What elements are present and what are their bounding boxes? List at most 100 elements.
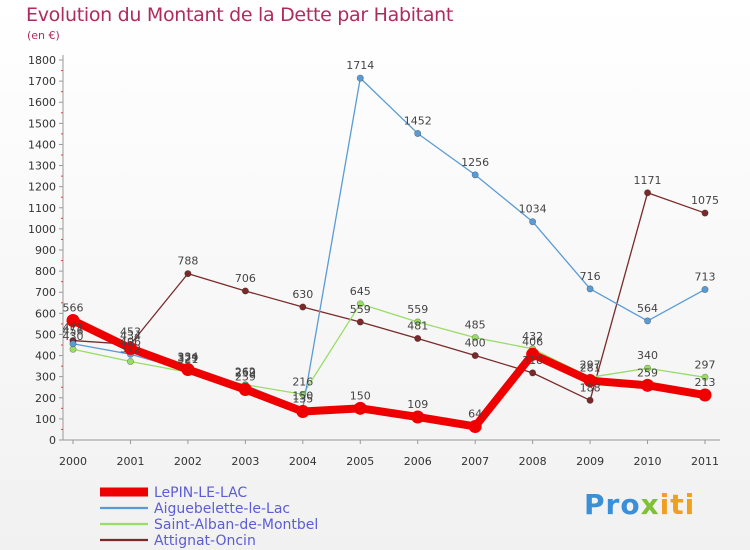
y-tick-label: 200 <box>35 392 56 405</box>
data-label: 434 <box>120 329 141 342</box>
data-point <box>414 318 422 326</box>
y-tick-label: 1100 <box>28 202 56 215</box>
x-tick-label: 2008 <box>519 455 547 468</box>
y-tick-label: 300 <box>35 371 56 384</box>
y-tick-label: 1500 <box>28 117 56 130</box>
legend-label: Attignat-Oncin <box>154 533 256 549</box>
data-label: 788 <box>177 255 198 268</box>
data-point <box>356 300 364 308</box>
logo-part-iti: iti <box>659 488 696 521</box>
x-tick-label: 2006 <box>404 455 432 468</box>
data-point <box>471 171 479 179</box>
logo-part-x: x <box>640 488 660 521</box>
data-point <box>241 287 249 295</box>
data-point <box>356 74 364 82</box>
data-point <box>468 419 482 433</box>
data-point <box>414 129 422 137</box>
data-label: 630 <box>292 288 313 301</box>
data-label: 262 <box>235 366 256 379</box>
data-label: 213 <box>695 376 716 389</box>
x-tick-label: 2007 <box>461 455 489 468</box>
data-point <box>414 334 422 342</box>
data-label: 559 <box>407 303 428 316</box>
data-point <box>238 383 252 397</box>
data-point <box>184 270 192 278</box>
data-point <box>586 396 594 404</box>
y-tick-label: 400 <box>35 350 56 363</box>
x-tick-label: 2011 <box>691 455 719 468</box>
y-tick-label: 1600 <box>28 96 56 109</box>
data-label: 329 <box>177 352 198 365</box>
y-tick-label: 1000 <box>28 223 56 236</box>
legend-label: Aiguebelette-le-Lac <box>154 501 290 517</box>
logo-part-pro: Pro <box>584 488 641 521</box>
data-point <box>123 341 137 355</box>
data-label: 216 <box>292 375 313 388</box>
data-label: 188 <box>580 381 601 394</box>
data-label: 645 <box>350 285 371 298</box>
y-tick-label: 1400 <box>28 138 56 151</box>
data-point <box>698 388 712 402</box>
data-point <box>66 314 80 328</box>
data-point <box>181 362 195 376</box>
y-tick-label: 700 <box>35 286 56 299</box>
data-point <box>529 218 537 226</box>
series-line <box>72 303 706 396</box>
data-point <box>526 347 540 361</box>
y-tick-label: 900 <box>35 244 56 257</box>
data-point <box>641 378 655 392</box>
data-label: 1256 <box>461 156 489 169</box>
data-label: 135 <box>292 393 313 406</box>
y-tick-label: 600 <box>35 307 56 320</box>
data-label: 150 <box>350 389 371 402</box>
y-tick-label: 1800 <box>28 54 56 67</box>
data-label: 321 <box>177 353 198 366</box>
data-label: 281 <box>580 362 601 375</box>
data-label: 471 <box>63 322 84 335</box>
data-point <box>296 405 310 418</box>
data-point <box>583 374 597 388</box>
legend: LePIN-LE-LACAiguebelette-le-LacSaint-Alb… <box>100 485 318 549</box>
data-label: 430 <box>63 330 84 343</box>
data-label: 1034 <box>519 203 547 216</box>
data-label: 64 <box>468 407 482 420</box>
data-point <box>529 369 537 377</box>
data-label: 1171 <box>634 174 662 187</box>
data-label: 406 <box>522 335 543 348</box>
data-label: 297 <box>695 358 716 371</box>
data-point <box>356 318 364 326</box>
data-point <box>644 364 652 372</box>
y-tick-label: 1200 <box>28 181 56 194</box>
x-tick-label: 2009 <box>576 455 604 468</box>
series-lines <box>66 74 712 433</box>
data-label: 564 <box>637 302 658 315</box>
data-label: 1075 <box>691 194 719 207</box>
chart-subtitle: (en €) <box>27 29 60 42</box>
y-tick-label: 1300 <box>28 160 56 173</box>
data-point <box>353 401 367 415</box>
data-point <box>586 285 594 293</box>
x-tick-label: 2002 <box>174 455 202 468</box>
y-tick-label: 0 <box>49 434 56 447</box>
legend-label: Saint-Alban-de-Montbel <box>154 517 318 533</box>
data-label: 706 <box>235 272 256 285</box>
data-label: 334 <box>177 350 198 363</box>
data-label: 239 <box>235 371 256 384</box>
axes: 0 100 200 300 400 500 600 700 800 900 1000 1100 1200… <box>28 54 720 468</box>
data-point <box>126 357 134 365</box>
data-point <box>701 285 709 293</box>
data-point <box>644 317 652 325</box>
data-point <box>411 410 425 424</box>
data-point <box>471 352 479 360</box>
data-label: 400 <box>465 337 486 350</box>
x-tick-label: 2005 <box>346 455 374 468</box>
data-point <box>471 334 479 342</box>
data-label: 432 <box>522 330 543 343</box>
data-label: 456 <box>63 325 84 338</box>
data-point <box>701 373 709 381</box>
data-label: 713 <box>695 270 716 283</box>
data-label: 340 <box>637 349 658 362</box>
y-tick-label: 100 <box>35 413 56 426</box>
